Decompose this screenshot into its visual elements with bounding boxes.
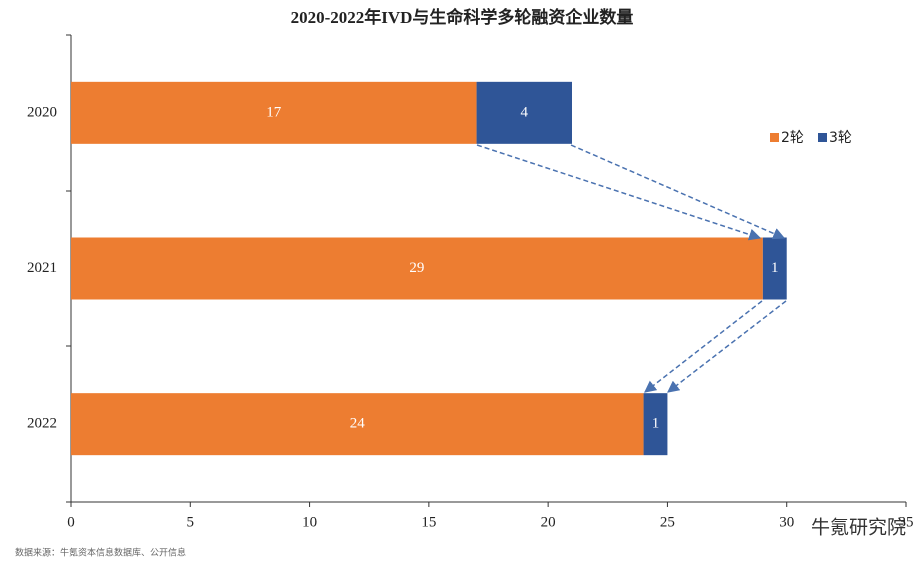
x-tick-label: 20 — [541, 514, 556, 530]
y-tick-label: 2022 — [27, 416, 57, 432]
value-label: 24 — [350, 416, 366, 432]
x-tick-label: 35 — [899, 514, 914, 530]
value-label: 29 — [409, 260, 424, 276]
value-label: 1 — [771, 260, 779, 276]
value-label: 4 — [521, 104, 529, 120]
bar — [476, 81, 572, 144]
x-tick-label: 25 — [660, 514, 675, 530]
arrow — [570, 144, 786, 240]
bar — [71, 237, 763, 300]
value-label: 1 — [652, 416, 660, 432]
arrow — [476, 144, 762, 241]
x-tick-label: 15 — [421, 514, 436, 530]
legend-label: 2轮 — [781, 130, 804, 146]
source-note: 数据来源：牛氪资本信息数据库、公开信息 — [15, 547, 186, 559]
x-tick-label: 30 — [779, 514, 794, 530]
bar — [643, 393, 668, 456]
arrow — [667, 300, 787, 393]
y-tick-label: 2020 — [27, 104, 57, 120]
y-tick-label: 2021 — [27, 260, 57, 276]
bar — [71, 393, 644, 456]
watermark: 牛氪研究院 — [811, 517, 906, 539]
legend-label: 3轮 — [829, 130, 852, 146]
arrow — [644, 300, 763, 393]
x-tick-label: 5 — [187, 514, 195, 530]
bar — [762, 237, 787, 300]
legend-swatch — [770, 133, 779, 142]
legend-swatch — [818, 133, 827, 142]
value-label: 17 — [266, 104, 282, 120]
chart-title: 2020-2022年IVD与生命科学多轮融资企业数量 — [291, 7, 634, 27]
x-tick-label: 10 — [302, 514, 317, 530]
x-tick-label: 0 — [67, 514, 75, 530]
bar — [71, 81, 477, 144]
